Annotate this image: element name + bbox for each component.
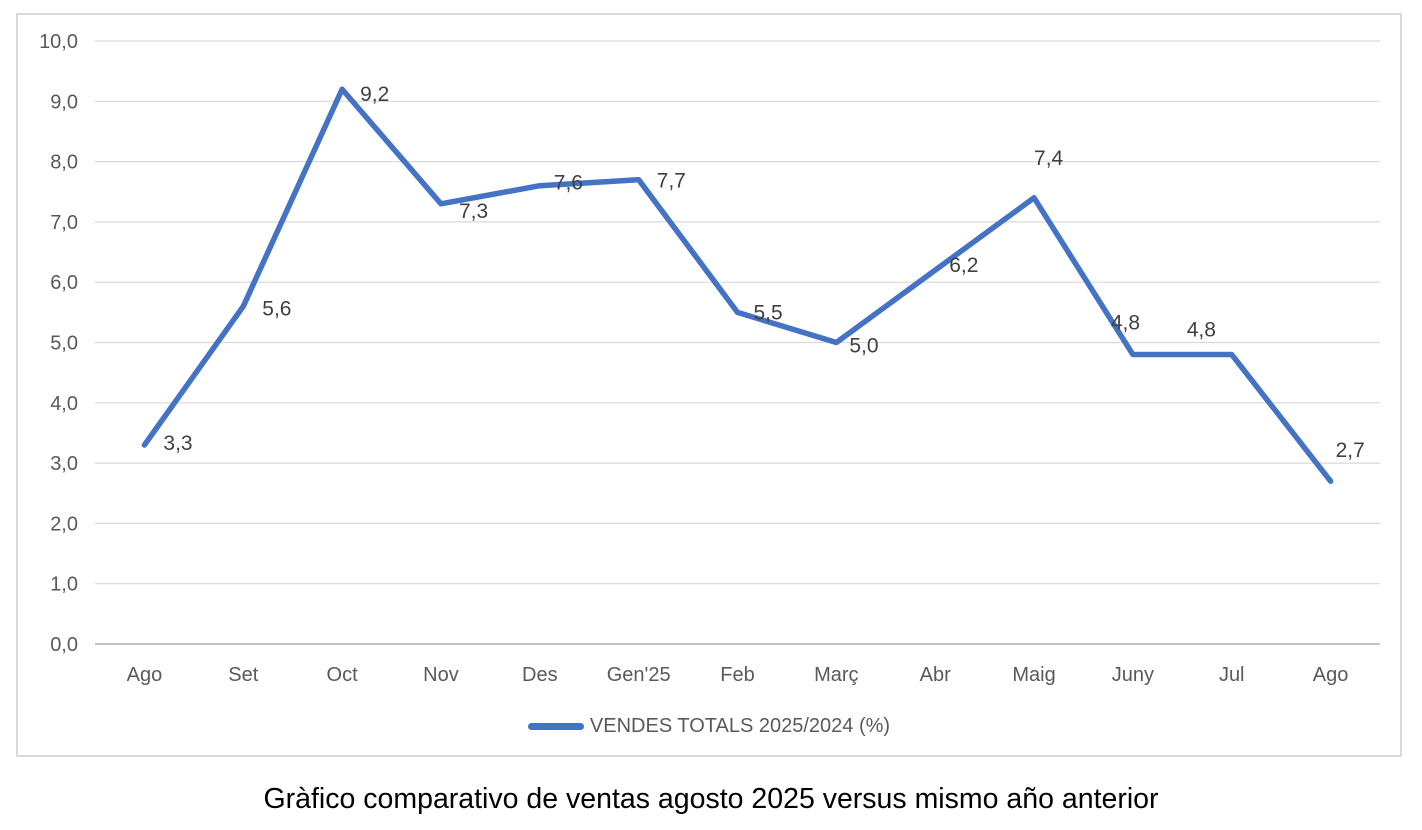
data-label: 5,6 <box>262 297 291 320</box>
x-tick-label: Maig <box>1012 664 1055 686</box>
y-tick-label: 9,0 <box>50 91 78 113</box>
line-chart: 10,0 9,0 8,0 7,0 6,0 5,0 4,0 3,0 2,0 1,0 0,0 Ago Set… <box>39 31 1380 686</box>
legend-line-swatch <box>527 722 584 730</box>
x-tick-label: Juny <box>1112 664 1154 686</box>
x-tick-label: Jul <box>1219 664 1245 686</box>
data-label: 7,4 <box>1034 147 1064 170</box>
x-tick-label: Des <box>522 664 558 686</box>
y-tick-label: 1,0 <box>50 574 78 596</box>
x-tick-label: Set <box>228 664 258 686</box>
x-tick-label: Feb <box>720 664 754 686</box>
data-label: 6,2 <box>949 254 978 277</box>
chart-legend: VENDES TOTALS 2025/2024 (%) <box>18 711 1400 741</box>
data-label: 5,5 <box>754 301 783 324</box>
data-label: 9,2 <box>360 83 389 106</box>
y-tick-label: 10,0 <box>39 31 78 53</box>
data-label: 2,7 <box>1336 439 1365 462</box>
y-tick-label: 2,0 <box>50 513 78 535</box>
y-tick-label: 3,0 <box>50 453 78 475</box>
legend-label: VENDES TOTALS 2025/2024 (%) <box>589 714 891 737</box>
figure-caption: Gràfico comparativo de ventas agosto 202… <box>263 783 1159 815</box>
x-tick-label: Oct <box>327 664 359 686</box>
data-label: 7,6 <box>554 172 583 195</box>
x-tick-label: Ago <box>127 664 163 686</box>
data-label: 7,3 <box>459 200 488 223</box>
data-label: 4,8 <box>1187 319 1216 342</box>
y-tick-label: 0,0 <box>50 634 78 656</box>
y-tick-label: 5,0 <box>50 333 78 355</box>
y-tick-label: 8,0 <box>50 152 78 174</box>
x-tick-label: Gen'25 <box>607 664 671 686</box>
data-label: 5,0 <box>849 335 878 358</box>
x-tick-label: Març <box>814 664 858 686</box>
data-label: 7,7 <box>657 170 686 193</box>
data-label: 4,8 <box>1111 312 1140 335</box>
y-tick-label: 6,0 <box>50 272 78 294</box>
data-label: 3,3 <box>163 432 192 455</box>
series-line <box>141 86 1334 484</box>
y-tick-label: 7,0 <box>50 212 78 234</box>
chart-frame: 10,0 9,0 8,0 7,0 6,0 5,0 4,0 3,0 2,0 1,0 0,0 Ago Set… <box>16 13 1402 757</box>
y-tick-label: 4,0 <box>50 393 78 415</box>
x-tick-label: Ago <box>1313 664 1349 686</box>
x-tick-label: Abr <box>920 664 951 686</box>
x-tick-label: Nov <box>423 664 459 686</box>
